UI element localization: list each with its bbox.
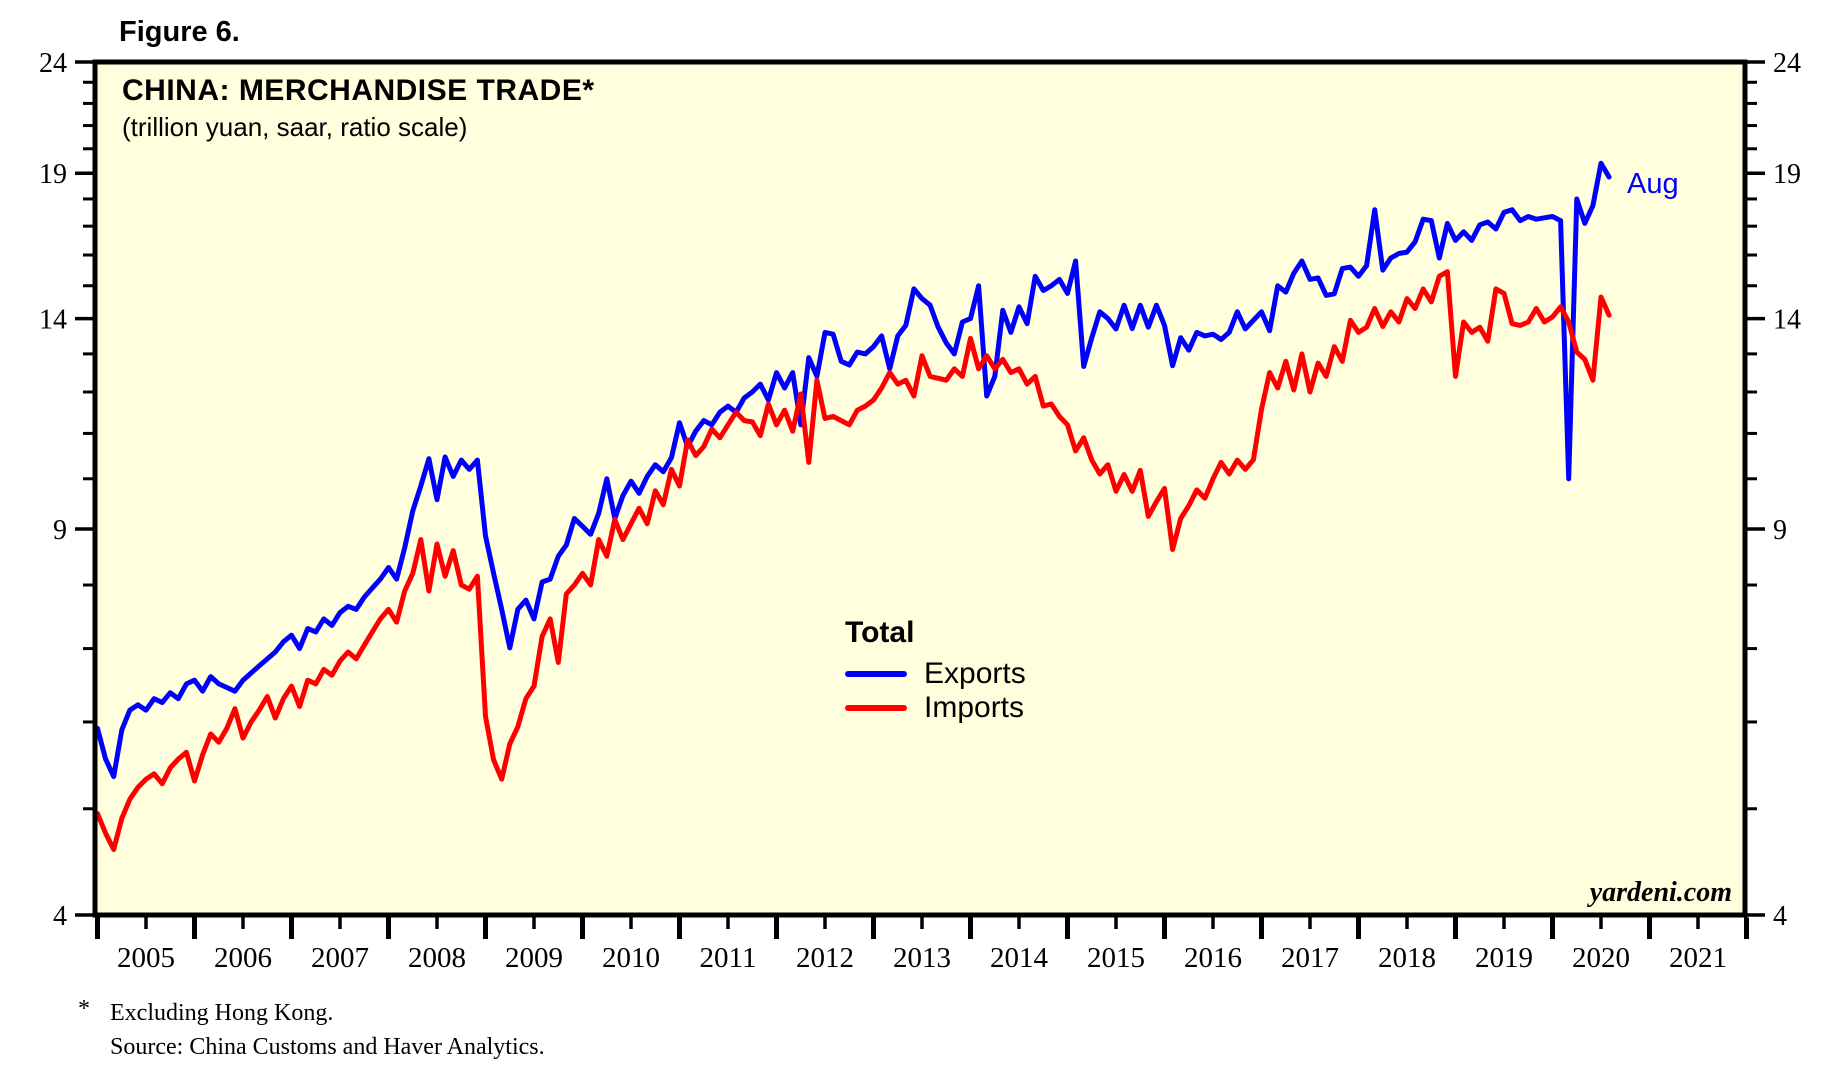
x-tick-label: 2012 [796, 942, 854, 974]
legend-label-exports: Exports [924, 657, 1026, 690]
footnote-line1: Excluding Hong Kong. [110, 1000, 334, 1026]
x-tick-label: 2021 [1669, 942, 1727, 974]
legend-item-exports: Exports [845, 657, 1026, 691]
x-tick-label: 2006 [214, 942, 272, 974]
x-tick-label: 2013 [893, 942, 951, 974]
imports-line-swatch [845, 705, 907, 711]
chart-subtitle: (trillion yuan, saar, ratio scale) [122, 112, 468, 142]
figure-label: Figure 6. [119, 16, 240, 48]
x-tick-label: 2016 [1184, 942, 1242, 974]
x-tick-label: 2018 [1378, 942, 1436, 974]
series-end-label: Aug [1627, 168, 1679, 200]
imports-line [95, 269, 1612, 852]
legend-item-imports: Imports [845, 691, 1026, 725]
footnote-line2: Source: China Customs and Haver Analytic… [110, 1034, 545, 1060]
series-lines [95, 160, 1612, 852]
y-axis: 24 24 19 19 14 14 9 9 4 4 [39, 48, 1801, 932]
y-tick-label: 14 [1773, 305, 1801, 336]
y-tick-label: 9 [1773, 515, 1787, 546]
legend-heading: Total [845, 616, 915, 649]
y-tick-label: 9 [53, 515, 67, 546]
chart-title: CHINA: MERCHANDISE TRADE* [122, 74, 595, 107]
y-tick-label: 4 [1773, 901, 1787, 932]
x-tick-label: 2017 [1281, 942, 1339, 974]
y-tick-label: 24 [39, 48, 67, 79]
x-tick-label: 2005 [117, 942, 175, 974]
x-tick-label: 2019 [1475, 942, 1533, 974]
y-tick-label: 19 [1773, 159, 1801, 190]
y-tick-label: 14 [39, 305, 67, 336]
legend: Total Exports Imports [845, 616, 1026, 725]
y-tick-label: 19 [39, 159, 67, 190]
x-tick-label: 2009 [505, 942, 563, 974]
x-tick-label: 2011 [700, 942, 757, 974]
plot-frame [92, 59, 1748, 918]
footnote: * Excluding Hong Kong. Source: China Custo… [78, 996, 545, 1064]
x-tick-label: 2020 [1572, 942, 1630, 974]
watermark: yardeni.com [1589, 877, 1732, 908]
footnote-marker: * [78, 996, 90, 1022]
x-tick-label: 2008 [408, 942, 466, 974]
x-tick-label: 2007 [311, 942, 369, 974]
y-tick-label: 24 [1773, 48, 1801, 79]
x-tick-label: 2015 [1087, 942, 1145, 974]
exports-line-swatch [845, 671, 907, 677]
x-tick-label: 2010 [602, 942, 660, 974]
x-axis: 2005 2006 2007 2008 2009 2010 2011 2012 2013 2014… [95, 917, 1749, 974]
y-tick-label: 4 [53, 901, 67, 932]
plot-background [95, 62, 1745, 915]
legend-label-imports: Imports [924, 691, 1025, 724]
exports-line [95, 160, 1612, 780]
x-tick-label: 2014 [990, 942, 1049, 974]
